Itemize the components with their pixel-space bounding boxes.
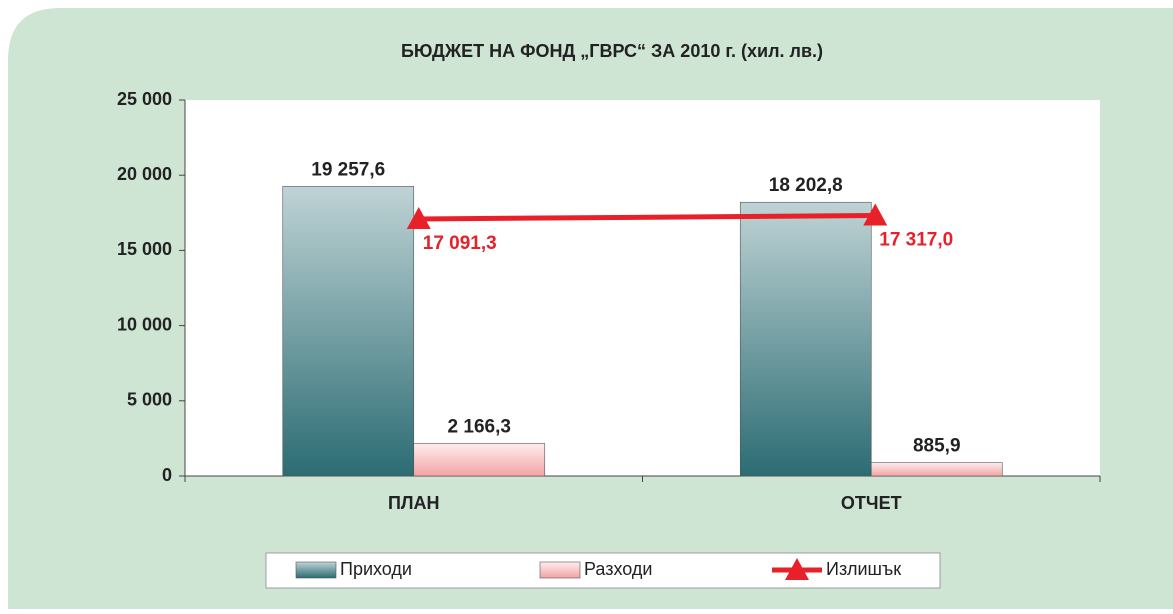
- line-value-label: 17 317,0: [879, 230, 953, 251]
- legend-swatch: [539, 561, 581, 579]
- legend-marker: [785, 558, 809, 580]
- bar-value-label: 885,9: [913, 436, 961, 457]
- legend-label: Излишък: [826, 559, 901, 579]
- y-tick-label: 0: [162, 465, 172, 485]
- bar: [870, 462, 1003, 477]
- bar-value-label: 19 257,6: [311, 159, 385, 180]
- bar-value-label: 18 202,8: [769, 175, 843, 196]
- legend-label: Разходи: [584, 559, 652, 579]
- y-tick-label: 25 000: [117, 89, 172, 109]
- line: [418, 213, 876, 222]
- bar: [282, 186, 415, 477]
- y-tick-label: 10 000: [117, 314, 172, 334]
- line-marker: [863, 203, 888, 226]
- legend-swatch: [295, 561, 337, 579]
- bar: [739, 201, 872, 477]
- legend-label: Приходи: [340, 559, 412, 579]
- y-tick-label: 15 000: [117, 239, 172, 259]
- y-tick-label: 5 000: [127, 390, 172, 410]
- line-value-label: 17 091,3: [423, 233, 497, 254]
- chart-title: БЮДЖЕТ НА ФОНД „ГВРС“ ЗА 2010 г. (хил. л…: [401, 41, 823, 61]
- bar: [413, 443, 546, 477]
- legend: [265, 552, 941, 589]
- x-tick-label: ОТЧЕТ: [841, 493, 902, 513]
- y-tick-label: 20 000: [117, 164, 172, 184]
- bar-value-label: 2 166,3: [448, 416, 511, 437]
- x-tick-label: ПЛАН: [388, 493, 440, 513]
- line-marker: [406, 206, 431, 229]
